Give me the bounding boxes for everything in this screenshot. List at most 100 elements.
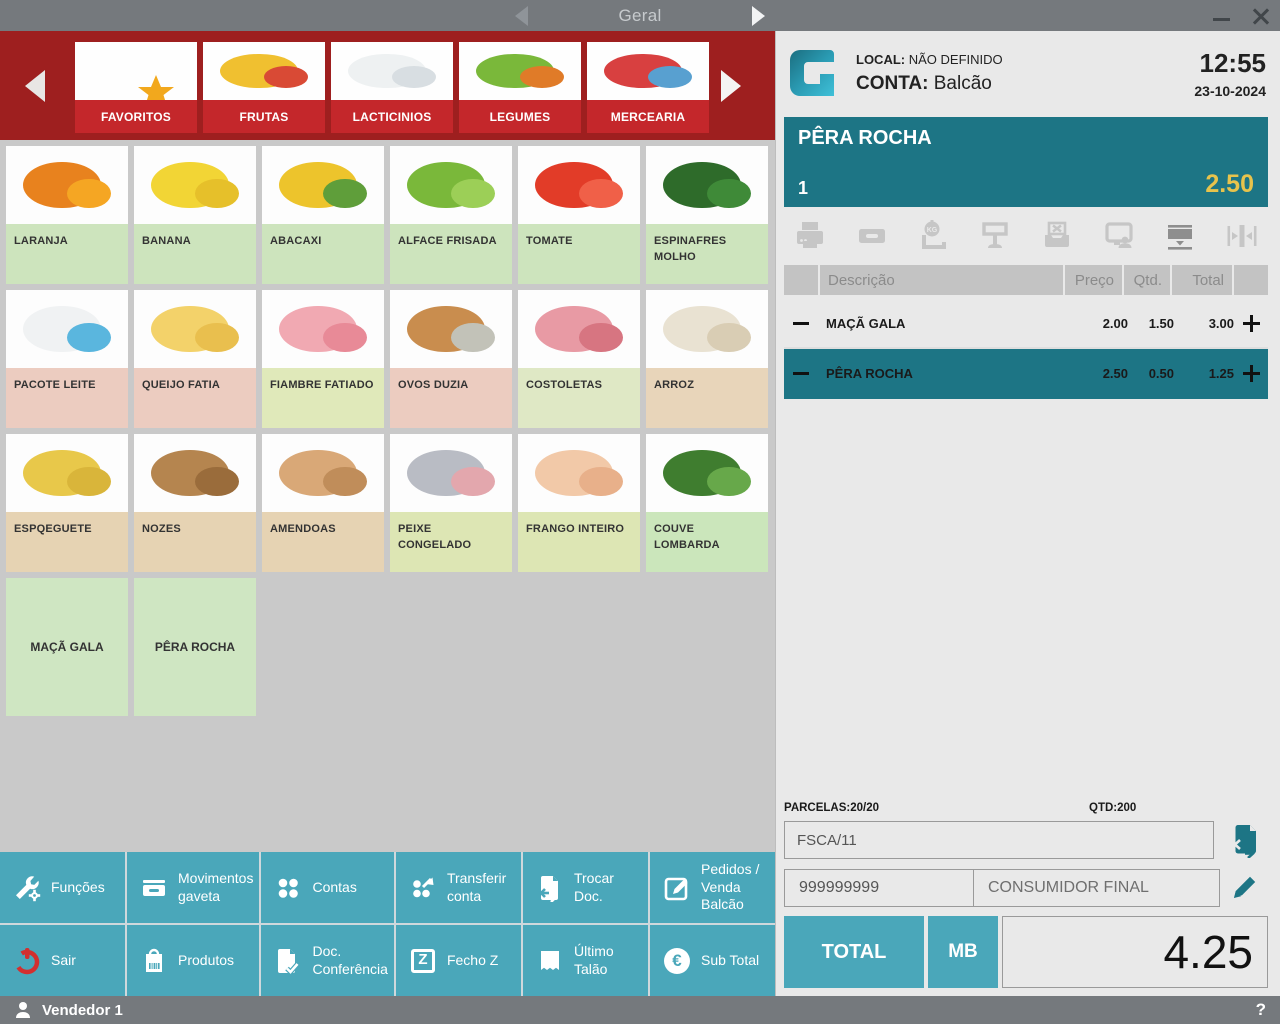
header-descricao: Descrição	[820, 265, 1063, 295]
drawer-icon[interactable]	[852, 216, 892, 256]
euro-circle-icon: €	[662, 946, 692, 976]
change-doc-button[interactable]	[1224, 820, 1268, 860]
product-tile[interactable]: QUEIJO FATIA	[134, 290, 256, 428]
mb-button[interactable]: MB	[928, 916, 998, 988]
minus-icon	[793, 321, 809, 325]
close-day-icon[interactable]	[1160, 216, 1200, 256]
item-price: 2.00	[1102, 315, 1128, 331]
button-label: Doc. Conferência	[312, 943, 388, 977]
header-select-col	[784, 265, 818, 295]
category-photo	[203, 42, 325, 100]
product-tile[interactable]: ARROZ	[646, 290, 768, 428]
scale-kg-icon[interactable]: KG	[913, 216, 953, 256]
void-box-icon[interactable]	[1037, 216, 1077, 256]
product-tile[interactable]: OVOS DUZIA	[390, 290, 512, 428]
edit-square-icon	[662, 873, 692, 903]
compress-horizontal-icon[interactable]	[1222, 216, 1262, 256]
decrease-qty-button[interactable]	[784, 321, 818, 325]
sale-toolbar: KG	[776, 207, 1280, 265]
product-tile[interactable]: FRANGO INTEIRO	[518, 434, 640, 572]
product-tile[interactable]: LARANJA	[6, 146, 128, 284]
print-icon[interactable]	[790, 216, 830, 256]
total-button[interactable]: TOTAL	[784, 916, 924, 988]
product-tile[interactable]: NOZES	[134, 434, 256, 572]
category-next-button[interactable]	[705, 31, 757, 140]
category-tab-lacticinios[interactable]: LACTICINIOS	[331, 42, 453, 133]
receipt-icon	[535, 946, 565, 976]
ultimo-talao-button[interactable]: Último Talão	[522, 925, 648, 996]
increase-qty-button[interactable]	[1234, 314, 1268, 332]
payment-row: TOTAL MB 4.25	[784, 916, 1268, 988]
category-tab-mercearia[interactable]: MERCEARIA	[587, 42, 709, 133]
product-photo	[6, 146, 128, 224]
product-tile[interactable]: ESPINAFRES MOLHO	[646, 146, 768, 284]
contas-button[interactable]: Contas	[261, 852, 394, 923]
category-tab-favoritos[interactable]: FAVORITOS	[75, 42, 197, 133]
sub-total-button[interactable]: € Sub Total	[649, 925, 775, 996]
product-tile[interactable]: AMENDOAS	[262, 434, 384, 572]
trocar-doc-button[interactable]: Trocar Doc.	[522, 852, 648, 923]
document-swap-icon	[1233, 825, 1256, 858]
pedidos-venda-balcao-button[interactable]: Pedidos / Venda Balcão	[649, 852, 775, 923]
button-label: Pedidos / Venda Balcão	[700, 861, 760, 913]
sale-header: LOCAL: NÃO DEFINIDO CONTA: Balcão 12:55 …	[776, 31, 1280, 115]
doc-series-field[interactable]: FSCA/11	[784, 821, 1214, 859]
page-next-icon[interactable]	[751, 5, 765, 26]
help-button[interactable]: ?	[1255, 1000, 1266, 1019]
category-label: FRUTAS	[203, 100, 325, 133]
decrease-qty-button[interactable]	[784, 371, 818, 375]
product-tile[interactable]: MAÇÃ GALA	[6, 578, 128, 716]
product-tile[interactable]: TOMATE	[518, 146, 640, 284]
product-tile[interactable]: PEIXE CONGELADO	[390, 434, 512, 572]
product-tile[interactable]: PÊRA ROCHA	[134, 578, 256, 716]
doc-conferencia-button[interactable]: Doc. Conferência	[261, 925, 394, 996]
customer-field[interactable]: CONSUMIDOR FINAL	[974, 869, 1220, 907]
button-label: Último Talão	[573, 943, 614, 977]
kg-glyph: KG	[927, 227, 938, 234]
item-name: MAÇÃ GALA	[826, 315, 906, 331]
produtos-button[interactable]: Produtos	[127, 925, 260, 996]
product-tile[interactable]: ALFACE FRISADA	[390, 146, 512, 284]
movimentos-gaveta-button[interactable]: Movimentos gaveta	[127, 852, 260, 923]
funcoes-button[interactable]: Funções	[0, 852, 125, 923]
product-tile[interactable]: ESPQEGUETE	[6, 434, 128, 572]
product-tile[interactable]: BANANA	[134, 146, 256, 284]
product-label: QUEIJO FATIA	[134, 368, 256, 428]
sair-button[interactable]: Sair	[0, 925, 125, 996]
button-label: Transferir conta	[446, 870, 507, 904]
document-check-icon	[273, 946, 303, 976]
page-title: Geral	[618, 5, 662, 25]
category-tab-frutas[interactable]: FRUTAS	[203, 42, 325, 133]
customer-display-icon[interactable]	[1099, 216, 1139, 256]
power-icon	[12, 946, 42, 976]
product-photo	[134, 290, 256, 368]
product-tile[interactable]: COSTOLETAS	[518, 290, 640, 428]
product-label: ARROZ	[646, 368, 768, 428]
product-label: ABACAXI	[262, 224, 384, 284]
product-tile[interactable]: FIAMBRE FATIADO	[262, 290, 384, 428]
function-button-bar: Funções Movimentos gaveta	[0, 852, 775, 996]
title-bar: Geral	[0, 0, 1280, 31]
product-tile[interactable]: PACOTE LEITE	[6, 290, 128, 428]
category-tab-legumes[interactable]: LEGUMES	[459, 42, 581, 133]
fecho-z-button[interactable]: Z Fecho Z	[395, 925, 521, 996]
app-logo	[784, 44, 842, 102]
increase-qty-button[interactable]	[1234, 364, 1268, 382]
local-label: LOCAL:	[856, 51, 906, 67]
category-prev-button[interactable]	[0, 31, 70, 140]
header-plus-col	[1234, 265, 1268, 295]
nif-field[interactable]: 999999999	[784, 869, 974, 907]
minimize-icon[interactable]	[1213, 18, 1230, 21]
product-label: COSTOLETAS	[518, 368, 640, 428]
category-label: MERCEARIA	[587, 100, 709, 133]
sale-item-row-selected[interactable]: PÊRA ROCHA 2.50 0.50 1.25	[784, 349, 1268, 399]
close-icon[interactable]	[1252, 7, 1270, 25]
product-tile[interactable]: COUVE LOMBARDA	[646, 434, 768, 572]
display-sign-icon[interactable]	[975, 216, 1015, 256]
page-prev-icon[interactable]	[515, 5, 529, 26]
edit-customer-button[interactable]	[1220, 868, 1268, 908]
product-tile[interactable]: ABACAXI	[262, 146, 384, 284]
sale-item-row[interactable]: MAÇÃ GALA 2.00 1.50 3.00	[784, 299, 1268, 349]
product-photo	[646, 434, 768, 512]
transferir-conta-button[interactable]: Transferir conta	[395, 852, 521, 923]
